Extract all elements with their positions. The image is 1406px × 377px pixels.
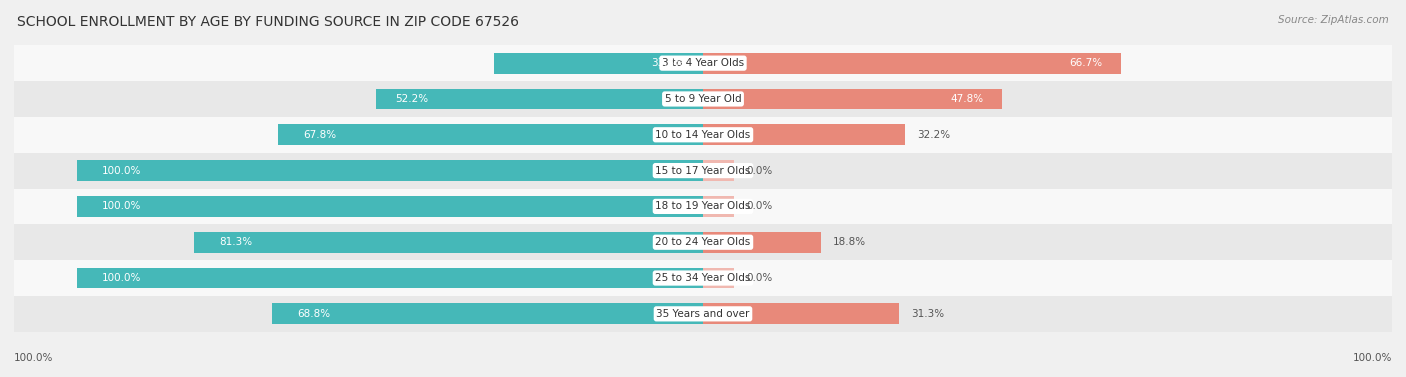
Text: 100.0%: 100.0% (14, 353, 53, 363)
Text: 81.3%: 81.3% (219, 237, 252, 247)
Text: 100.0%: 100.0% (101, 201, 141, 211)
Bar (703, 160, 734, 181)
Bar (273, 303, 703, 324)
Text: Source: ZipAtlas.com: Source: ZipAtlas.com (1278, 15, 1389, 25)
Bar (14, 45, 1392, 81)
Bar (14, 224, 1392, 260)
Text: 3 to 4 Year Olds: 3 to 4 Year Olds (662, 58, 744, 68)
Text: 15 to 17 Year Olds: 15 to 17 Year Olds (655, 166, 751, 176)
Bar (77, 268, 703, 288)
Bar (77, 196, 703, 217)
Text: 18.8%: 18.8% (834, 237, 866, 247)
Text: 0.0%: 0.0% (747, 166, 773, 176)
Text: 5 to 9 Year Old: 5 to 9 Year Old (665, 94, 741, 104)
Bar (14, 81, 1392, 117)
Text: 35 Years and over: 35 Years and over (657, 309, 749, 319)
Bar (703, 268, 734, 288)
Text: 0.0%: 0.0% (747, 273, 773, 283)
Bar (14, 296, 1392, 332)
Text: 32.2%: 32.2% (917, 130, 950, 140)
Bar (703, 232, 821, 253)
Text: 52.2%: 52.2% (395, 94, 427, 104)
Bar (14, 260, 1392, 296)
Bar (495, 53, 703, 74)
Text: 100.0%: 100.0% (1353, 353, 1392, 363)
Bar (703, 196, 734, 217)
Text: 100.0%: 100.0% (101, 273, 141, 283)
Bar (703, 89, 1002, 109)
Text: 31.3%: 31.3% (911, 309, 945, 319)
Text: 100.0%: 100.0% (101, 166, 141, 176)
Bar (14, 117, 1392, 153)
Bar (194, 232, 703, 253)
Bar (375, 89, 703, 109)
Text: 67.8%: 67.8% (304, 130, 336, 140)
Text: SCHOOL ENROLLMENT BY AGE BY FUNDING SOURCE IN ZIP CODE 67526: SCHOOL ENROLLMENT BY AGE BY FUNDING SOUR… (17, 15, 519, 29)
Bar (703, 124, 904, 145)
Bar (14, 188, 1392, 224)
Bar (278, 124, 703, 145)
Bar (14, 153, 1392, 188)
Text: 25 to 34 Year Olds: 25 to 34 Year Olds (655, 273, 751, 283)
Text: 20 to 24 Year Olds: 20 to 24 Year Olds (655, 237, 751, 247)
Bar (703, 303, 898, 324)
Text: 18 to 19 Year Olds: 18 to 19 Year Olds (655, 201, 751, 211)
Text: 66.7%: 66.7% (1069, 58, 1102, 68)
Text: 47.8%: 47.8% (950, 94, 984, 104)
Text: 10 to 14 Year Olds: 10 to 14 Year Olds (655, 130, 751, 140)
Bar (77, 160, 703, 181)
Text: 33.3%: 33.3% (651, 58, 685, 68)
Text: 0.0%: 0.0% (747, 201, 773, 211)
Bar (703, 53, 1121, 74)
Text: 68.8%: 68.8% (297, 309, 330, 319)
